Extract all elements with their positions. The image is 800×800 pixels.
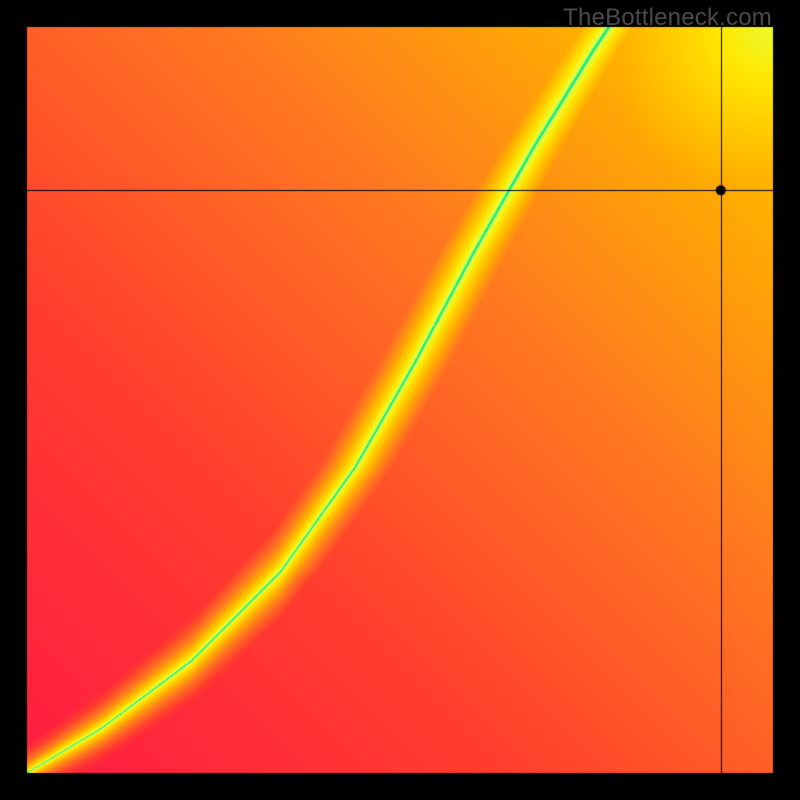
watermark-text: TheBottleneck.com	[563, 4, 772, 32]
chart-container: TheBottleneck.com	[0, 0, 800, 800]
bottleneck-heatmap	[0, 0, 800, 800]
